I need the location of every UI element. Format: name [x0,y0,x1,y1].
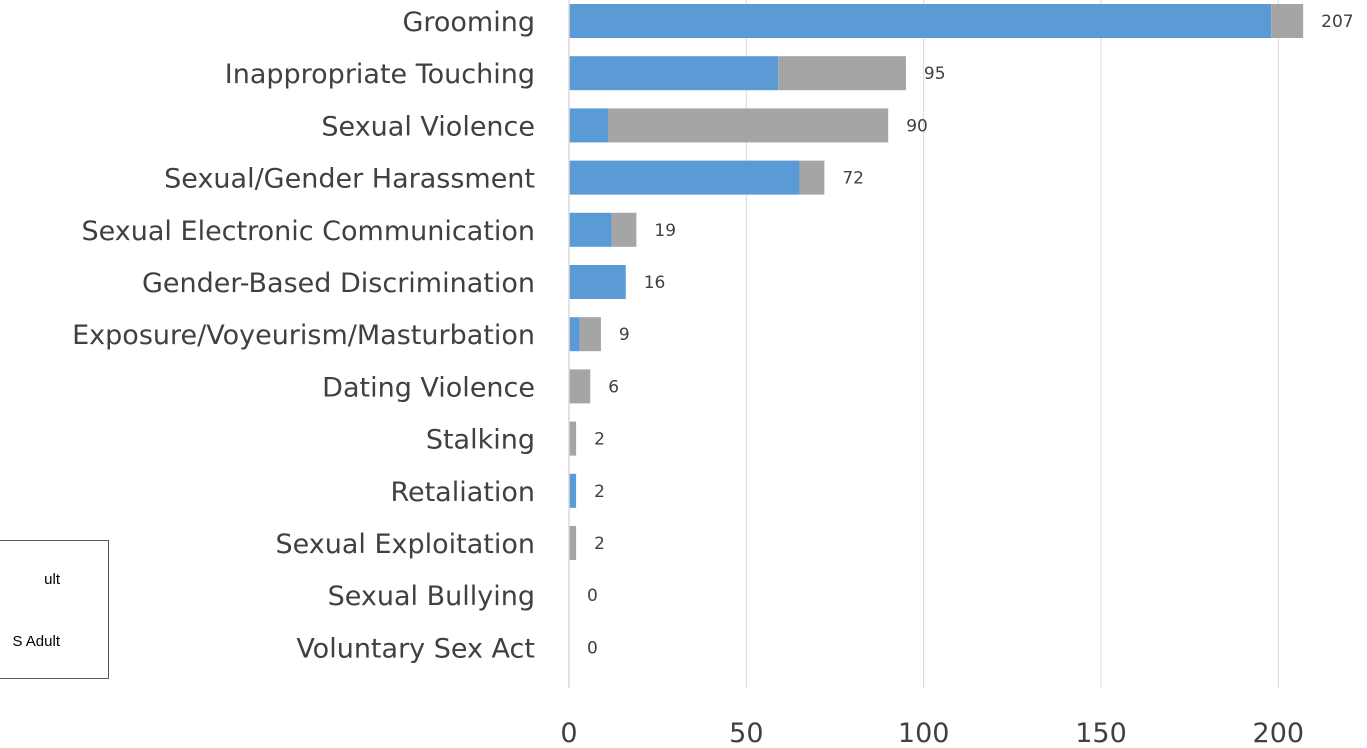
data-label: 72 [842,169,864,189]
bar-segment [608,108,889,143]
category-label: Retaliation [390,477,535,508]
grid-lines [745,0,1279,688]
bar-segment [569,317,580,352]
bar-segment [569,4,1272,38]
data-label: 19 [654,221,676,241]
category-label: Sexual Electronic Communication [82,216,535,247]
category-labels: Grooming Inappropriate Touching Sexual Vio… [72,7,535,664]
data-label: 6 [608,377,619,397]
bar-segment [778,56,906,91]
bar-segment [799,160,825,195]
legend: ult S Adult [0,540,109,679]
x-axis-tick-labels: 0 50 100 150 200 [560,718,1304,748]
bar-segment [569,421,577,456]
x-tick-label: 50 [729,718,763,748]
category-label: Inappropriate Touching [225,59,535,90]
bar-segment [569,212,612,247]
category-label: Sexual Exploitation [275,529,535,560]
category-label: Sexual/Gender Harassment [164,164,535,195]
bar-segment [1271,4,1304,38]
data-labels: 207 95 90 72 19 16 9 6 2 2 2 0 0 [587,12,1354,658]
data-label: 0 [587,586,598,606]
bar-segment [569,369,591,404]
bar-segment [611,212,637,247]
data-label: 2 [594,534,605,554]
bars [569,4,1304,560]
bar-segment [569,56,779,91]
data-label: 2 [594,430,605,450]
x-tick-label: 100 [898,718,950,748]
category-label: Exposure/Voyeurism/Masturbation [72,320,535,351]
category-label: Gender-Based Discrimination [142,268,535,299]
bar-segment [569,108,609,143]
category-label: Sexual Bullying [328,581,535,612]
legend-entry: S Adult [12,633,60,650]
category-label: Grooming [402,7,535,38]
x-tick-label: 150 [1075,718,1127,748]
category-label: Dating Violence [322,372,535,403]
data-label: 207 [1321,12,1353,32]
category-label: Voluntary Sex Act [296,633,535,664]
x-tick-label: 200 [1253,718,1305,748]
bar-segment [569,160,800,195]
data-label: 0 [587,638,598,658]
category-label: Sexual Violence [321,111,535,142]
x-tick-label: 0 [560,718,577,748]
data-label: 9 [619,325,630,345]
data-label: 16 [644,273,666,293]
data-label: 90 [906,116,928,136]
category-label: Stalking [426,425,535,456]
bar-segment [569,526,577,560]
legend-entry: ult [44,571,60,588]
bar-segment [579,317,601,352]
bar-segment [569,265,626,299]
bar-segment [569,473,577,508]
data-label: 2 [594,482,605,502]
data-label: 95 [924,64,946,84]
